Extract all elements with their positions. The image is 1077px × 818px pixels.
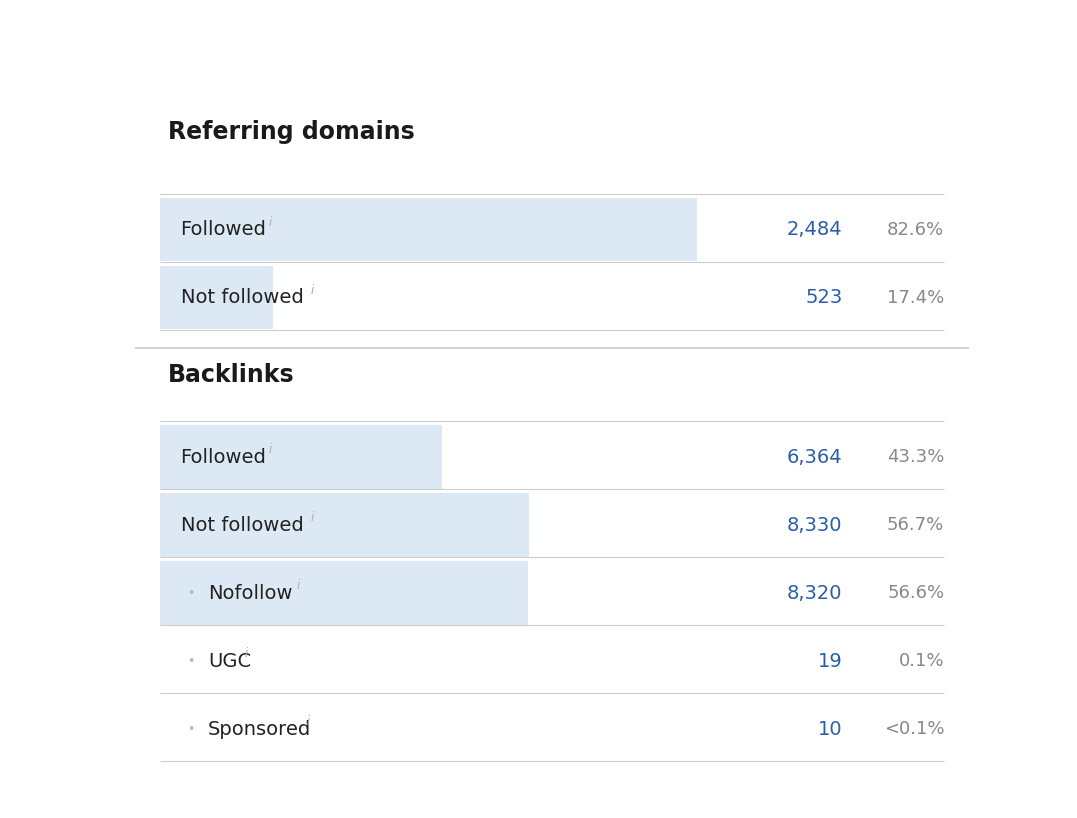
Text: 0.1%: 0.1% xyxy=(899,652,945,670)
Text: UGC: UGC xyxy=(208,652,251,671)
Text: 2,484: 2,484 xyxy=(787,220,842,240)
Text: Sponsored: Sponsored xyxy=(208,720,311,739)
Text: 8,330: 8,330 xyxy=(787,515,842,535)
Text: 19: 19 xyxy=(817,652,842,671)
Text: i: i xyxy=(311,511,314,524)
Text: Followed: Followed xyxy=(181,220,266,240)
Text: •: • xyxy=(187,654,195,667)
Text: i: i xyxy=(269,216,272,229)
Text: •: • xyxy=(187,587,195,600)
Text: 10: 10 xyxy=(817,720,842,739)
Text: Backlinks: Backlinks xyxy=(168,363,295,388)
Text: Not followed: Not followed xyxy=(181,288,304,308)
Text: 17.4%: 17.4% xyxy=(887,289,945,307)
Text: 56.6%: 56.6% xyxy=(887,584,945,602)
Text: i: i xyxy=(307,715,310,728)
Text: 56.7%: 56.7% xyxy=(887,516,945,534)
Text: Referring domains: Referring domains xyxy=(168,120,415,144)
Text: Followed: Followed xyxy=(181,447,266,467)
Text: 43.3%: 43.3% xyxy=(886,448,945,466)
Text: 6,364: 6,364 xyxy=(787,447,842,467)
Text: i: i xyxy=(269,443,272,456)
FancyBboxPatch shape xyxy=(159,266,272,330)
FancyBboxPatch shape xyxy=(159,198,698,261)
Text: 8,320: 8,320 xyxy=(787,584,842,603)
FancyBboxPatch shape xyxy=(159,561,528,625)
Text: <0.1%: <0.1% xyxy=(884,721,945,739)
Text: 523: 523 xyxy=(806,288,842,308)
Text: •: • xyxy=(187,723,195,735)
FancyBboxPatch shape xyxy=(159,425,442,488)
Text: 82.6%: 82.6% xyxy=(887,221,945,239)
FancyBboxPatch shape xyxy=(159,493,529,557)
Text: Not followed: Not followed xyxy=(181,515,304,535)
Text: Nofollow: Nofollow xyxy=(208,584,293,603)
Text: i: i xyxy=(311,284,314,297)
Text: i: i xyxy=(244,647,248,660)
Text: i: i xyxy=(296,579,299,592)
